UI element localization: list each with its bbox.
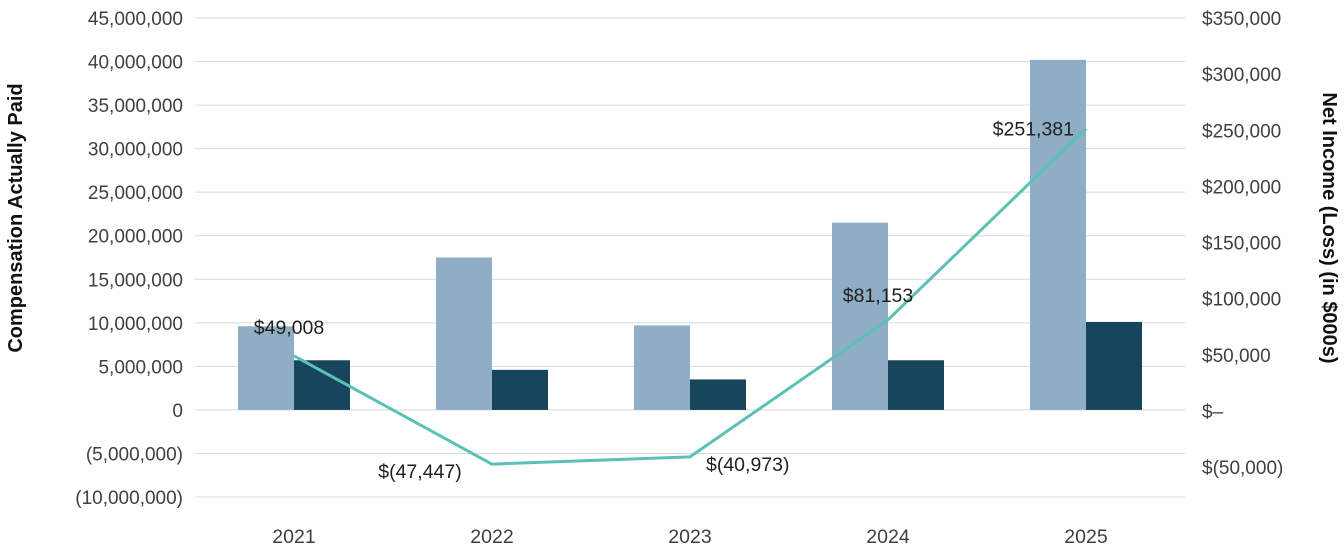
left-axis-tick: 15,000,000 bbox=[88, 270, 183, 291]
bar-dark-blue-bars-2025 bbox=[1086, 321, 1142, 410]
left-axis-tick: 5,000,000 bbox=[98, 357, 183, 378]
bar-dark-blue-bars-2024 bbox=[888, 360, 944, 410]
right-axis-tick: $50,000 bbox=[1202, 346, 1271, 367]
x-axis-label: 2023 bbox=[668, 526, 711, 548]
left-axis-tick: 0 bbox=[172, 401, 183, 422]
right-axis-tick: $150,000 bbox=[1202, 234, 1281, 255]
x-axis-label: 2025 bbox=[1064, 526, 1108, 548]
line-data-label: $(40,973) bbox=[706, 454, 789, 476]
left-axis-tick: 10,000,000 bbox=[88, 314, 183, 335]
bar-dark-blue-bars-2022 bbox=[492, 369, 548, 410]
right-axis-tick: $250,000 bbox=[1202, 121, 1281, 142]
chart-generated-content: 45,000,000 40,000,000 35,000,000 30,000,000… bbox=[75, 9, 1283, 548]
net-income-line bbox=[293, 127, 1088, 466]
bar-dark-blue-bars-2021 bbox=[294, 360, 350, 410]
line-data-label: $251,381 bbox=[993, 119, 1074, 141]
left-axis-tick: 20,000,000 bbox=[88, 227, 183, 248]
bar-light-blue-bars-2021 bbox=[238, 326, 294, 410]
x-axis-label: 2021 bbox=[272, 526, 315, 548]
line-data-label: $81,153 bbox=[843, 285, 914, 307]
line-data-label: $49,008 bbox=[254, 317, 325, 339]
left-axis-tick: 45,000,000 bbox=[88, 9, 183, 30]
left-axis-tick: 25,000,000 bbox=[88, 183, 183, 204]
right-axis-tick: $200,000 bbox=[1202, 177, 1281, 198]
left-axis-tick: 35,000,000 bbox=[88, 96, 183, 117]
right-axis-tick: $(50,000) bbox=[1202, 458, 1283, 479]
left-axis-tick: (10,000,000) bbox=[75, 488, 183, 509]
right-axis-title: Net Income (Loss) (in $000s) bbox=[1318, 92, 1340, 363]
bar-light-blue-bars-2022 bbox=[436, 257, 492, 410]
right-axis-tick: $350,000 bbox=[1202, 9, 1281, 30]
x-axis-label: 2022 bbox=[470, 526, 513, 548]
bar-light-blue-bars-2024 bbox=[832, 222, 888, 410]
x-axis-label: 2024 bbox=[866, 526, 910, 548]
left-axis-tick: 40,000,000 bbox=[88, 53, 183, 74]
bar-light-blue-bars-2025 bbox=[1030, 59, 1086, 410]
left-axis-tick: 30,000,000 bbox=[88, 140, 183, 161]
bar-dark-blue-bars-2023 bbox=[690, 379, 746, 410]
bar-light-blue-bars-2023 bbox=[634, 325, 690, 410]
right-axis-tick: $100,000 bbox=[1202, 290, 1281, 311]
line-data-label: $(47,447) bbox=[378, 461, 461, 483]
right-axis-tick: $300,000 bbox=[1202, 65, 1281, 86]
right-axis-tick: $– bbox=[1202, 402, 1224, 423]
left-axis-title: Compensation Actually Paid bbox=[5, 83, 27, 352]
left-axis-tick: (5,000,000) bbox=[86, 444, 183, 465]
